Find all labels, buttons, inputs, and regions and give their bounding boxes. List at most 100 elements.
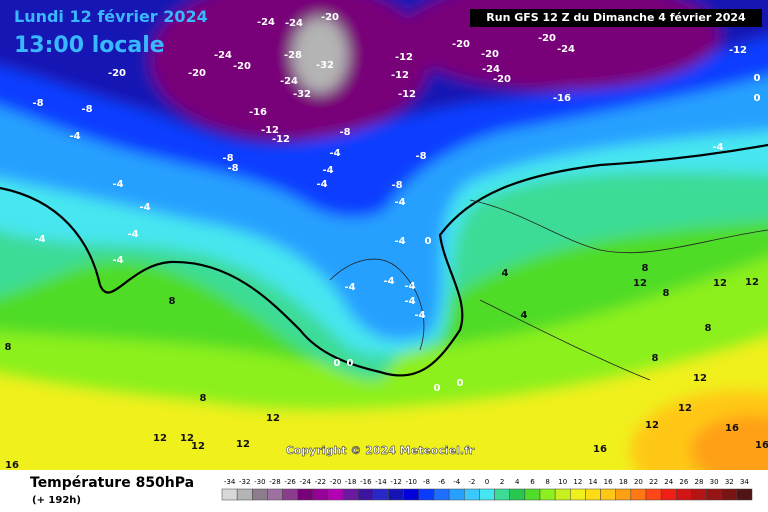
scale-label: -4: [453, 478, 461, 486]
scale-label: -28: [269, 478, 280, 486]
contour-label: -12: [398, 89, 416, 100]
contour-label: 12: [633, 278, 647, 289]
scale-swatch: [418, 488, 435, 501]
contour-label: 16: [5, 460, 19, 471]
contour-label: -4: [34, 234, 45, 245]
scale-swatch: [282, 488, 298, 501]
scale-swatch: [252, 488, 268, 501]
run-box: [470, 9, 762, 27]
contour-label: 4: [502, 268, 509, 279]
contour-label: -12: [261, 125, 279, 136]
scale-label: 12: [573, 478, 582, 486]
contour-label: -4: [139, 202, 150, 213]
contour-label: -8: [227, 163, 238, 174]
contour-label: -20: [538, 33, 556, 44]
scale-label: 18: [619, 478, 628, 486]
contour-label: -4: [322, 165, 333, 176]
scale-swatch: [600, 488, 616, 501]
contour-label: -20: [233, 61, 251, 72]
contour-label: -20: [481, 49, 499, 60]
contour-label: -32: [293, 89, 311, 100]
contour-label: 12: [266, 413, 280, 424]
contour-label: -8: [81, 104, 92, 115]
scale-label: 20: [634, 478, 643, 486]
scale-label: 30: [710, 478, 719, 486]
contour-label: -12: [391, 70, 409, 81]
contour-label: -8: [32, 98, 43, 109]
contour-label: 8: [5, 342, 12, 353]
contour-label: 8: [663, 288, 670, 299]
contour-label: -20: [321, 12, 339, 23]
contour-label: 12: [678, 403, 692, 414]
contour-label: -12: [729, 45, 747, 56]
contour-label: -24: [557, 44, 575, 55]
scale-label: 2: [500, 478, 504, 486]
scale-swatch: [373, 488, 389, 501]
contour-label: 0: [754, 93, 761, 104]
forecast-date: Lundi 12 février 2024: [14, 7, 208, 26]
scale-label: 6: [530, 478, 535, 486]
scale-label: -30: [254, 478, 265, 486]
contour-label: 8: [705, 323, 712, 334]
contour-label: 0: [457, 378, 464, 389]
color-scale: -34 -32 -30 -28 -26 -24 -22 -20 -18 -16 -14 -12 -10-…: [221, 478, 753, 501]
forecast-time: 13:00 locale: [14, 33, 165, 58]
scale-label: 26: [679, 478, 688, 486]
scale-label: -12: [390, 478, 401, 486]
contour-label: 16: [725, 423, 739, 434]
zero-isotherm: [0, 143, 768, 377]
contour-label: -20: [188, 68, 206, 79]
scale-swatch: [585, 488, 601, 501]
scale-label: -8: [423, 478, 430, 486]
scale-swatch: [297, 488, 314, 501]
contour-label: 12: [180, 433, 194, 444]
scale-swatch: [479, 488, 495, 501]
contour-label: -4: [383, 276, 394, 287]
contour-label: -24: [482, 64, 500, 75]
contour-label: 12: [693, 373, 707, 384]
scale-swatch: [524, 488, 541, 501]
scale-swatch: [433, 488, 450, 501]
contour-label: -32: [316, 60, 334, 71]
scale-label: -22: [315, 478, 326, 486]
scale-swatch: [721, 488, 738, 501]
scale-swatch: [676, 488, 692, 501]
scale-label: -20: [330, 478, 341, 486]
scale-swatch: [615, 488, 632, 501]
contour-label: -8: [391, 180, 402, 191]
contour-label: -20: [108, 68, 126, 79]
scale-label: -34: [224, 478, 236, 486]
contour-label: -4: [329, 148, 340, 159]
contour-label: -4: [112, 179, 123, 190]
scale-swatch: [645, 488, 662, 501]
scale-swatch: [221, 488, 238, 501]
scale-label: -6: [438, 478, 446, 486]
scale-swatch: [448, 488, 465, 501]
contour-label: 8: [200, 393, 207, 404]
scale-swatch: [236, 488, 253, 501]
contour-label: -4: [712, 142, 723, 153]
contour-label: -28: [284, 50, 302, 61]
scale-label: -14: [375, 478, 387, 486]
scale-label: -2: [468, 478, 475, 486]
contour-label: -4: [394, 197, 405, 208]
scale-swatch: [494, 488, 510, 501]
contour-label: -4: [344, 282, 355, 293]
contour-label: -4: [127, 229, 138, 240]
contour-label: -4: [316, 179, 327, 190]
scale-swatch: [706, 488, 722, 501]
contour-label: -24: [257, 17, 275, 28]
scale-swatch: [630, 488, 647, 501]
contour-label: -20: [452, 39, 470, 50]
contour-label: -16: [553, 93, 571, 104]
contour-label: 0: [754, 73, 761, 84]
run-info: Run GFS 12 Z du Dimanche 4 février 2024: [486, 11, 746, 24]
contour-label: -12: [395, 52, 413, 63]
scale-label: -26: [284, 478, 296, 486]
contour-label: 0: [347, 358, 354, 369]
contour-label: -16: [249, 107, 267, 118]
scale-swatch: [312, 488, 329, 501]
contour-label: 0: [334, 358, 341, 369]
scale-swatch: [464, 488, 480, 501]
contour-label: -4: [414, 310, 425, 321]
